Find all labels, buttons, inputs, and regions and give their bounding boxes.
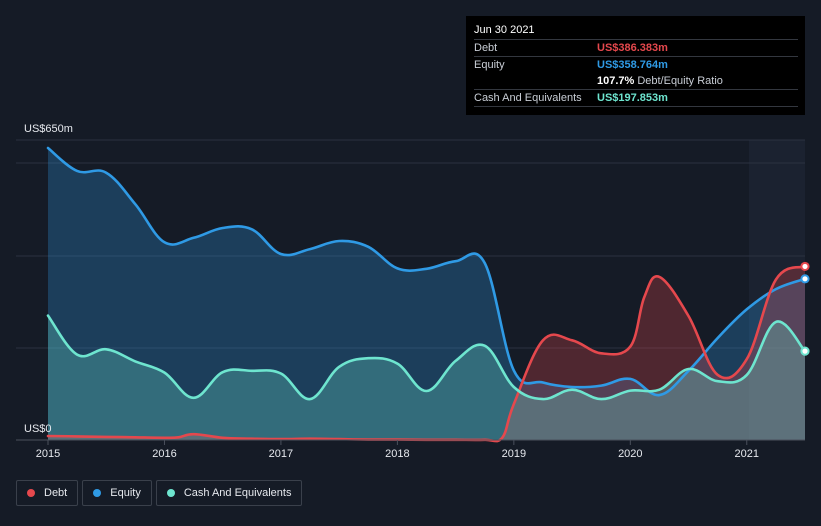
- legend-debt-label: Debt: [44, 487, 68, 499]
- tooltip-date: Jun 30 2021: [474, 22, 798, 40]
- legend-item-equity[interactable]: Equity: [82, 480, 152, 506]
- cash-and-equivalents-area: [48, 315, 805, 440]
- x-tick-label-2017: 2017: [269, 448, 293, 460]
- cash-and-equivalents-line: [46, 314, 807, 401]
- equity-endpoint[interactable]: [800, 274, 810, 284]
- tooltip-row-cash: Cash And Equivalents US$197.853m: [474, 90, 798, 107]
- tooltip-cash-value: US$197.853m: [597, 92, 668, 104]
- y-axis-top-label: US$650m: [24, 123, 73, 135]
- legend-equity-label: Equity: [110, 487, 141, 499]
- tooltip-row-ratio: 107.7% Debt/Equity Ratio: [474, 73, 798, 90]
- tooltip-ratio-value: 107.7%: [597, 75, 635, 87]
- equity-line: [46, 146, 807, 397]
- legend-cash-label: Cash And Equivalents: [183, 487, 292, 499]
- tooltip-equity-value: US$358.764m: [597, 59, 668, 71]
- tooltip-ratio-label: Debt/Equity Ratio: [637, 75, 723, 87]
- tooltip-cash-label: Cash And Equivalents: [474, 92, 582, 104]
- x-tick-label-2019: 2019: [502, 448, 526, 460]
- x-tick-label-2021: 2021: [735, 448, 759, 460]
- x-tick-label-2018: 2018: [385, 448, 409, 460]
- x-axis-ticks: 2015 2016 2017 2018 2019 2020 2021: [36, 440, 759, 460]
- debt-endpoint[interactable]: [800, 261, 810, 272]
- plot-future-band: [749, 140, 805, 440]
- tooltip: Jun 30 2021 Debt US$386.383m Equity US$3…: [466, 16, 805, 115]
- x-tick-label-2015: 2015: [36, 448, 60, 460]
- series-areas: [48, 148, 805, 442]
- gridlines: [16, 139, 805, 349]
- equity-area: [48, 148, 805, 440]
- tooltip-row-debt: Debt US$386.383m: [474, 40, 798, 57]
- series-endpoints: [800, 261, 810, 356]
- tooltip-row-equity: Equity US$358.764m: [474, 57, 798, 73]
- x-tick-label-2016: 2016: [152, 448, 176, 460]
- cash-and-equivalents-endpoint[interactable]: [800, 346, 810, 356]
- legend-item-cash[interactable]: Cash And Equivalents: [155, 480, 303, 506]
- legend: Debt Equity Cash And Equivalents: [16, 480, 303, 506]
- x-tick-label-2020: 2020: [618, 448, 642, 460]
- equity-dot-icon: [93, 489, 102, 497]
- debt-dot-icon: [27, 489, 35, 497]
- tooltip-debt-value: US$386.383m: [597, 42, 668, 54]
- cash-dot-icon: [166, 489, 175, 497]
- debt-area: [48, 266, 805, 442]
- tooltip-debt-label: Debt: [474, 42, 498, 54]
- tooltip-equity-label: Equity: [474, 59, 505, 71]
- legend-item-debt[interactable]: Debt: [16, 480, 79, 506]
- y-axis-bottom-label: US$0: [24, 423, 52, 435]
